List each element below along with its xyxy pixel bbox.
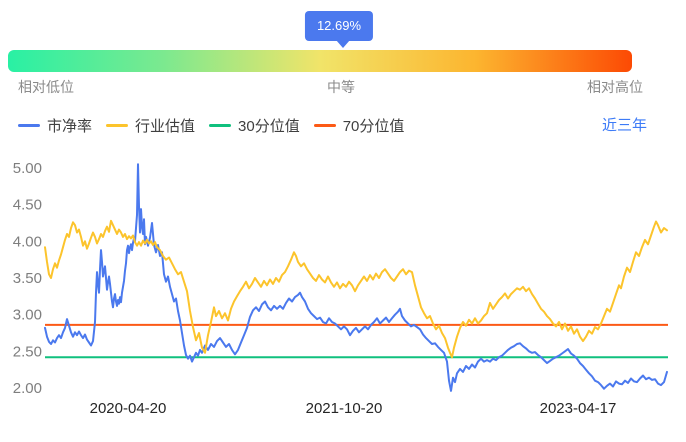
y-axis-tick: 2.50: [13, 343, 42, 360]
x-axis-tick: 2021-10-20: [306, 400, 383, 417]
valuation-gradient-bar: [8, 50, 632, 72]
legend-swatch: [106, 124, 129, 127]
percentile-tooltip: 12.69%: [304, 11, 374, 41]
gradient-label-low: 相对低位: [18, 79, 74, 95]
legend-label: 市净率: [47, 118, 93, 135]
y-axis-tick: 4.50: [13, 197, 42, 214]
legend-swatch: [209, 124, 232, 127]
legend-label: 30分位值: [238, 118, 300, 135]
chart-legend: 市净率 行业估值 30分位值 70分位值: [18, 115, 404, 136]
percentile-tooltip-arrow: [336, 40, 350, 48]
y-axis-tick: 5.00: [13, 160, 42, 177]
percentile-value: 12.69%: [316, 18, 362, 33]
y-axis-tick: 4.00: [13, 233, 42, 250]
x-axis-tick: 2020-04-20: [90, 400, 167, 417]
legend-item-2[interactable]: 行业估值: [106, 115, 195, 136]
legend-item-3[interactable]: 30分位值: [209, 115, 300, 136]
legend-item-1[interactable]: 市净率: [18, 115, 92, 136]
legend-item-4[interactable]: 70分位值: [313, 115, 405, 136]
y-axis-tick: 3.50: [13, 270, 42, 287]
y-axis-tick: 3.00: [13, 307, 42, 324]
y-axis-tick: 2.00: [13, 380, 42, 397]
time-range-link[interactable]: 近三年: [601, 117, 647, 134]
series-line-行业估值: [44, 219, 668, 359]
x-axis-tick: 2023-04-17: [540, 400, 617, 417]
legend-swatch: [313, 124, 336, 127]
gradient-label-high: 相对高位: [587, 79, 643, 95]
legend-swatch: [18, 124, 40, 127]
legend-label: 70分位值: [342, 118, 405, 135]
series-line-市净率: [44, 163, 668, 392]
legend-label: 行业估值: [135, 118, 196, 135]
gradient-label-mid: 中等: [327, 79, 355, 95]
